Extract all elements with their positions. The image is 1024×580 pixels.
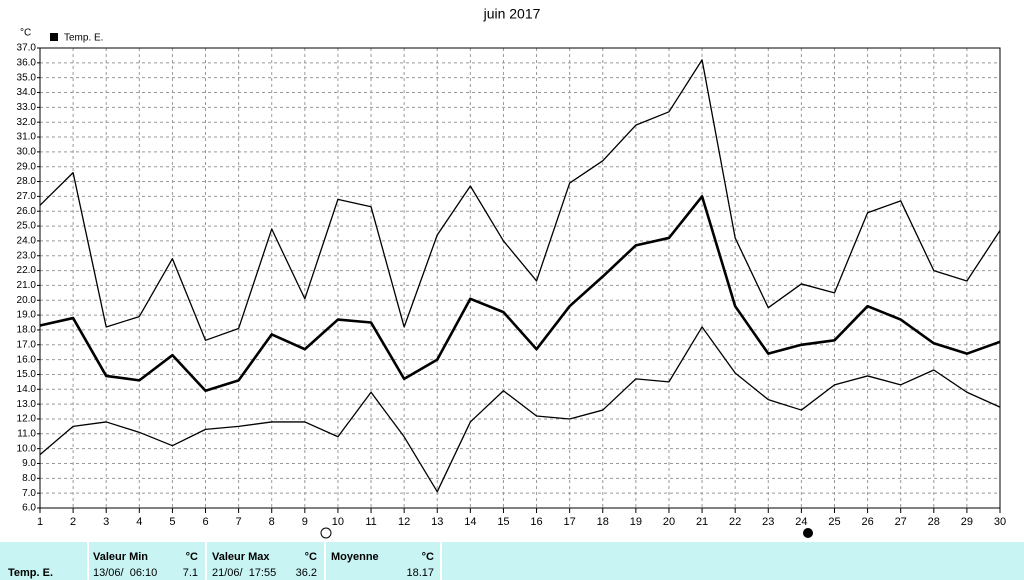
x-tick-label: 8 xyxy=(269,516,275,528)
grid xyxy=(37,47,1001,513)
y-tick-label: 20.0 xyxy=(17,295,37,306)
x-tick-label: 4 xyxy=(136,516,142,528)
y-tick-label: 21.0 xyxy=(17,280,37,291)
legend-swatch xyxy=(50,33,58,41)
header: Valeur Min xyxy=(93,551,148,563)
y-tick-label: 30.0 xyxy=(17,147,37,158)
y-tick-label: 14.0 xyxy=(17,384,37,395)
legend-label: Temp. E. xyxy=(64,33,103,44)
y-tick-label: 16.0 xyxy=(17,354,37,365)
mean-value: 18.17 xyxy=(406,567,434,579)
x-tick-label: 27 xyxy=(895,516,907,528)
y-tick-label: 11.0 xyxy=(17,428,36,439)
lines xyxy=(39,59,1001,493)
x-tick-label: 15 xyxy=(497,516,509,528)
new-moon-icon xyxy=(803,528,813,538)
x-tick-label: 16 xyxy=(530,516,542,528)
min-when: 13/06/ 06:10 xyxy=(93,567,157,579)
y-tick-label: 24.0 xyxy=(17,236,37,247)
x-tick-label: 25 xyxy=(828,516,840,528)
y-tick-label: 12.0 xyxy=(17,414,37,425)
y-tick-label: 32.0 xyxy=(17,117,37,128)
series-line xyxy=(39,59,1001,341)
y-tick-label: 31.0 xyxy=(17,132,37,143)
plot-frame xyxy=(39,47,1001,509)
x-tick-label: 3 xyxy=(103,516,109,528)
x-tick-label: 23 xyxy=(762,516,774,528)
y-tick-label: 26.0 xyxy=(17,206,37,217)
x-tick-label: 19 xyxy=(630,516,642,528)
y-tick-label: 37.0 xyxy=(17,43,37,54)
y-tick-label: 34.0 xyxy=(17,87,37,98)
row-label: Temp. E. xyxy=(8,567,53,579)
x-tick-label: 17 xyxy=(564,516,576,528)
y-tick-label: 10.0 xyxy=(17,443,37,454)
y-tick-label: 36.0 xyxy=(17,57,37,68)
x-tick-label: 24 xyxy=(795,516,807,528)
y-tick-label: 35.0 xyxy=(17,72,37,83)
summary-panel xyxy=(0,542,1024,580)
y-tick-label: 23.0 xyxy=(17,250,37,261)
x-tick-label: 30 xyxy=(994,516,1006,528)
y-tick-label: 29.0 xyxy=(17,161,37,172)
y-tick-label: 25.0 xyxy=(17,221,37,232)
x-tick-label: 12 xyxy=(398,516,410,528)
max-when: 21/06/ 17:55 xyxy=(212,567,276,579)
x-tick-label: 20 xyxy=(663,516,675,528)
y-tick-label: 28.0 xyxy=(17,176,37,187)
unit: °C xyxy=(186,551,198,563)
x-tick-label: 2 xyxy=(70,516,76,528)
y-tick-label: 6.0 xyxy=(22,503,36,514)
y-tick-label: 27.0 xyxy=(17,191,37,202)
x-tick-label: 6 xyxy=(202,516,208,528)
y-tick-label: 17.0 xyxy=(17,339,37,350)
y-tick-label: 13.0 xyxy=(17,399,37,410)
x-tick-label: 18 xyxy=(597,516,609,528)
y-tick-label: 15.0 xyxy=(17,369,37,380)
full-moon-icon xyxy=(320,527,332,539)
y-tick-label: 22.0 xyxy=(17,265,37,276)
series-line xyxy=(39,195,1001,393)
header: Valeur Max xyxy=(212,551,270,563)
max-value: 36.2 xyxy=(296,567,317,579)
x-tick-label: 7 xyxy=(236,516,242,528)
y-tick-label: 19.0 xyxy=(17,310,37,321)
x-tick-label: 21 xyxy=(696,516,708,528)
x-tick-label: 22 xyxy=(729,516,741,528)
y-tick-label: 9.0 xyxy=(22,458,36,469)
x-tick-label: 10 xyxy=(332,516,344,528)
y-tick-label: 7.0 xyxy=(22,488,36,499)
series-line xyxy=(39,326,1001,493)
header: Moyenne xyxy=(331,551,379,563)
chart-title: juin 2017 xyxy=(483,6,541,22)
x-tick-label: 29 xyxy=(961,516,973,528)
x-tick-label: 14 xyxy=(464,516,476,528)
x-tick-label: 26 xyxy=(861,516,873,528)
x-tick-label: 9 xyxy=(302,516,308,528)
x-tick-label: 1 xyxy=(37,516,43,528)
unit: °C xyxy=(422,551,434,563)
y-unit: °C xyxy=(20,28,31,39)
unit: °C xyxy=(305,551,317,563)
y-tick-label: 33.0 xyxy=(17,102,37,113)
x-tick-label: 5 xyxy=(169,516,175,528)
x-tick-label: 13 xyxy=(431,516,443,528)
x-tick-label: 28 xyxy=(928,516,940,528)
y-tick-label: 18.0 xyxy=(17,325,37,336)
min-value: 7.1 xyxy=(183,567,198,579)
x-tick-label: 11 xyxy=(365,516,376,528)
y-tick-label: 8.0 xyxy=(22,473,36,484)
